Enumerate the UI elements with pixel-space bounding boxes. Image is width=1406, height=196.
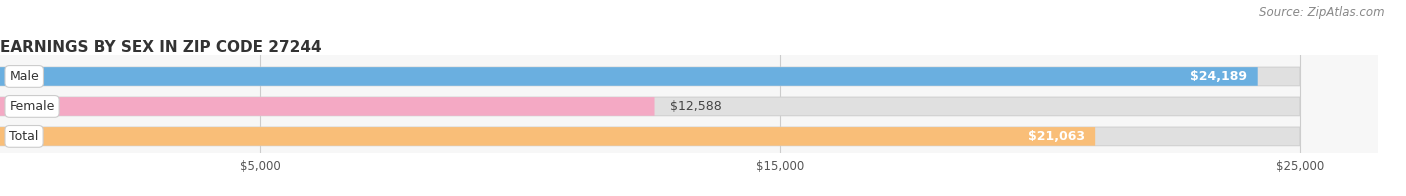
Text: Female: Female xyxy=(10,100,55,113)
FancyBboxPatch shape xyxy=(0,127,1301,146)
FancyBboxPatch shape xyxy=(0,67,1258,86)
FancyBboxPatch shape xyxy=(0,97,655,116)
Text: $21,063: $21,063 xyxy=(1028,130,1085,143)
Text: $24,189: $24,189 xyxy=(1191,70,1247,83)
FancyBboxPatch shape xyxy=(0,97,1301,116)
Text: $12,588: $12,588 xyxy=(671,100,721,113)
Text: EARNINGS BY SEX IN ZIP CODE 27244: EARNINGS BY SEX IN ZIP CODE 27244 xyxy=(0,40,322,55)
Text: Source: ZipAtlas.com: Source: ZipAtlas.com xyxy=(1260,6,1385,19)
Text: Total: Total xyxy=(10,130,39,143)
Text: Male: Male xyxy=(10,70,39,83)
FancyBboxPatch shape xyxy=(0,127,1095,146)
FancyBboxPatch shape xyxy=(0,67,1301,86)
